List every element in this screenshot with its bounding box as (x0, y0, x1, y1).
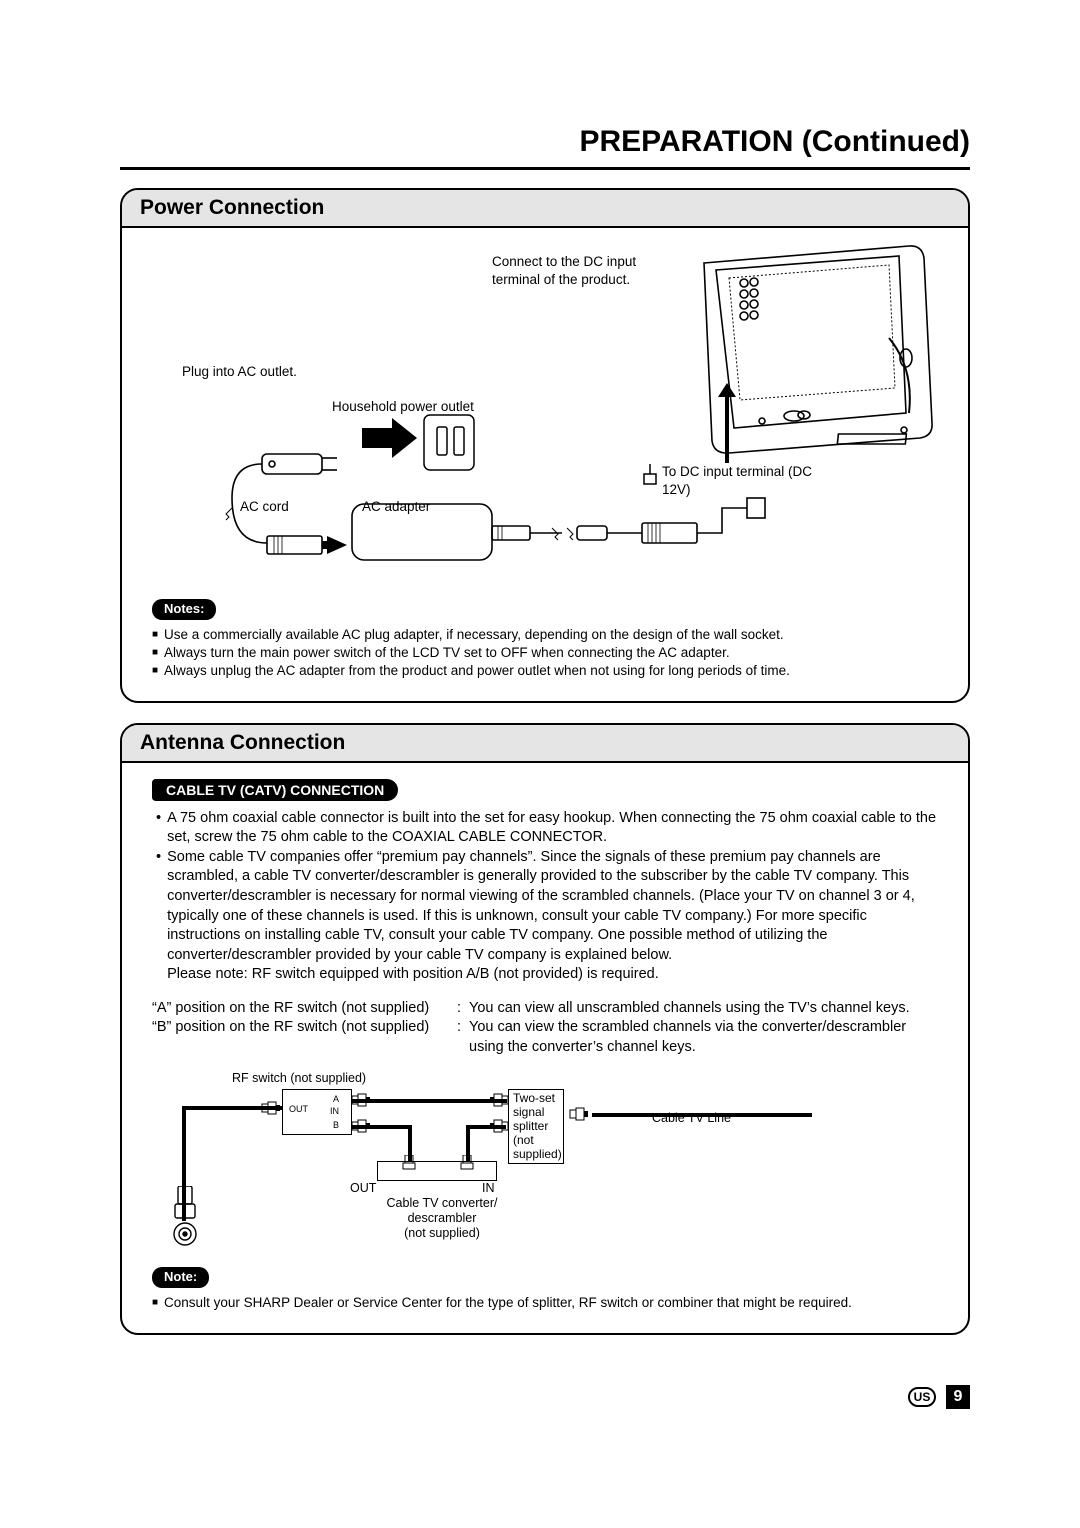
rf-a-right: You can view all unscrambled channels us… (469, 999, 910, 1019)
rf-b-right: You can view the scrambled channels via … (469, 1018, 944, 1057)
rf-b-left: “B” position on the RF switch (not suppl… (152, 1018, 457, 1057)
catv-para1: A 75 ohm coaxial cable connector is buil… (167, 809, 944, 848)
converter-in: IN (482, 1181, 495, 1196)
conn-icon (568, 1107, 592, 1121)
dc-connect-label: Connect to the DC input terminal of the … (492, 253, 662, 288)
antenna-note: ■Consult your SHARP Dealer or Service Ce… (152, 1294, 944, 1312)
antenna-connection-panel: Antenna Connection CABLE TV (CATV) CONNE… (120, 723, 970, 1335)
rf-out: OUT (289, 1104, 308, 1116)
notes-pill: Notes: (152, 599, 216, 620)
catv-para2b: Please note: RF switch equipped with pos… (167, 966, 659, 982)
power-note-2: Always turn the main power switch of the… (164, 644, 730, 662)
cable-line-label: Cable TV Line (652, 1111, 731, 1126)
page-title: PREPARATION (Continued) (120, 125, 970, 159)
rf-switch-positions: “A” position on the RF switch (not suppl… (152, 999, 944, 1058)
rf-b: B (333, 1120, 339, 1132)
conn-icon (402, 1155, 416, 1171)
catv-paragraphs: •A 75 ohm coaxial cable connector is bui… (156, 809, 944, 985)
ac-adapter-label: AC adapter (362, 498, 430, 516)
antenna-diagram: RF switch (not supplied) OUT A IN B (152, 1071, 944, 1261)
power-note-1: Use a commercially available AC plug ada… (164, 626, 784, 644)
title-rule (120, 167, 970, 170)
rf-in: IN (330, 1106, 339, 1118)
tv-coax-icon (170, 1186, 200, 1248)
conn-icon (488, 1093, 512, 1107)
catv-pill: CABLE TV (CATV) CONNECTION (152, 779, 398, 801)
catv-para2: Some cable TV companies offer “premium p… (167, 849, 915, 963)
conn-icon (350, 1119, 374, 1133)
conn-icon (460, 1155, 474, 1171)
splitter-label: Two-set signal splitter (not supplied) (513, 1091, 562, 1160)
power-connection-panel: Power Connection (120, 188, 970, 703)
note-pill: Note: (152, 1267, 209, 1288)
plug-ac-label: Plug into AC outlet. (182, 363, 297, 381)
conn-icon (488, 1119, 512, 1133)
region-badge: US (908, 1387, 936, 1407)
converter-label: Cable TV converter/ descrambler (not sup… (377, 1196, 507, 1241)
antenna-heading: Antenna Connection (122, 725, 968, 763)
rf-switch-box: OUT A IN B (282, 1089, 352, 1135)
power-heading: Power Connection (122, 190, 968, 228)
power-diagram: Connect to the DC input terminal of the … (152, 238, 944, 593)
converter-out: OUT (350, 1181, 376, 1196)
ac-cord-label: AC cord (240, 498, 289, 516)
conn-icon (260, 1101, 284, 1115)
antenna-note-text: Consult your SHARP Dealer or Service Cen… (164, 1294, 852, 1312)
page-footer: US 9 (908, 1385, 970, 1409)
power-notes: ■Use a commercially available AC plug ad… (152, 626, 944, 681)
conn-icon (350, 1093, 374, 1107)
rf-switch-label: RF switch (not supplied) (232, 1071, 366, 1086)
converter-box (377, 1161, 497, 1181)
power-note-3: Always unplug the AC adapter from the pr… (164, 662, 790, 680)
splitter-box: Two-set signal splitter (not supplied) (508, 1089, 564, 1164)
rf-a-left: “A” position on the RF switch (not suppl… (152, 999, 457, 1019)
page-number: 9 (946, 1385, 970, 1409)
rf-a: A (333, 1094, 339, 1106)
